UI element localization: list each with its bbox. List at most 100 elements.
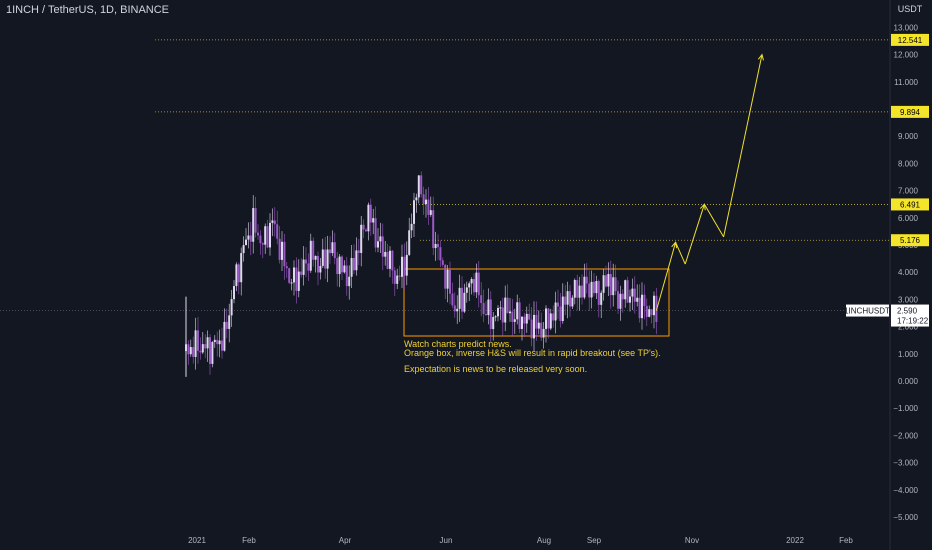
- price-tick: 12.000: [894, 51, 919, 60]
- candle-body: [578, 285, 581, 298]
- candle-body: [300, 271, 303, 275]
- candle-body: [636, 297, 639, 302]
- candle-body: [329, 249, 331, 254]
- target-level-value: 12.541: [898, 36, 923, 45]
- candle-body: [369, 204, 372, 223]
- candle-body: [357, 250, 360, 253]
- candle-body: [228, 315, 231, 329]
- candle-body: [528, 313, 531, 320]
- candle-body: [271, 220, 274, 223]
- candle-body: [537, 322, 540, 329]
- candle-body: [489, 299, 492, 330]
- candle-body: [629, 296, 631, 303]
- candle-body: [355, 250, 358, 271]
- candle-body: [396, 275, 399, 284]
- candle-body: [621, 293, 624, 300]
- candle-body: [367, 204, 370, 232]
- candle-body: [475, 272, 478, 293]
- candle-body: [281, 241, 283, 260]
- candle-body: [197, 330, 199, 351]
- time-tick: Feb: [242, 536, 256, 545]
- candle-body: [218, 340, 221, 345]
- candle-body: [633, 288, 636, 302]
- time-tick: Aug: [537, 536, 551, 545]
- candle-body: [511, 311, 514, 322]
- target-level-tag: [891, 234, 929, 247]
- candle-body: [221, 340, 223, 351]
- target-level-value: 6.491: [900, 200, 921, 209]
- candle-body: [377, 241, 379, 248]
- candle-body: [540, 322, 543, 338]
- annotation-line-2: Orange box, inverse H&S will result in r…: [404, 348, 661, 358]
- projection-arrowhead: [757, 53, 764, 61]
- candle-body: [386, 251, 389, 269]
- candle-body: [449, 269, 451, 294]
- price-tick: −1.000: [893, 404, 918, 413]
- time-tick: Feb: [839, 536, 853, 545]
- candle-body: [434, 243, 437, 249]
- candle-body: [398, 275, 401, 277]
- candle-body: [648, 309, 651, 317]
- candle-body: [249, 235, 252, 242]
- symbol-label: 1INCHUSDT: [844, 307, 890, 316]
- time-tick: 2021: [188, 536, 206, 545]
- candle-body: [223, 321, 226, 351]
- target-level-value: 5.176: [900, 236, 921, 245]
- candle-body: [415, 197, 418, 201]
- candle-body: [600, 292, 603, 305]
- candle-body: [314, 255, 317, 260]
- target-level-tag: [891, 198, 929, 211]
- time-tick: Jun: [440, 536, 453, 545]
- price-tick: −4.000: [893, 486, 918, 495]
- candle-body: [341, 256, 343, 273]
- candle-body: [612, 277, 615, 296]
- candle-body: [372, 218, 375, 223]
- candle-body: [312, 240, 315, 260]
- candle-body: [554, 302, 557, 321]
- candle-body: [549, 313, 552, 329]
- candle-body: [199, 350, 202, 353]
- candle-body: [408, 230, 411, 255]
- annotation-line-1: Watch charts predict news.: [404, 339, 512, 349]
- candle-body: [557, 302, 559, 307]
- candle-body: [571, 297, 574, 307]
- candle-body: [461, 287, 463, 312]
- candle-body: [403, 256, 406, 276]
- candle-body: [482, 303, 485, 315]
- candle-body: [473, 279, 475, 293]
- candle-body: [216, 339, 219, 345]
- projection-line: [655, 242, 677, 311]
- candle-body: [374, 218, 377, 248]
- candle-body: [254, 208, 257, 233]
- candle-body: [595, 281, 598, 294]
- candle-body: [319, 265, 322, 273]
- price-tick: −5.000: [893, 513, 918, 522]
- candle-body: [509, 311, 511, 314]
- candle-body: [513, 319, 516, 322]
- price-tick: 11.000: [894, 78, 918, 87]
- candle-body: [293, 267, 295, 283]
- candle-body: [545, 308, 547, 329]
- candle-body: [365, 229, 367, 232]
- candle-body: [276, 224, 279, 239]
- candle-body: [422, 194, 425, 205]
- candle-body: [602, 275, 605, 293]
- price-tick: 13.000: [894, 23, 919, 32]
- candle-body: [266, 226, 269, 248]
- time-tick: Nov: [685, 536, 699, 545]
- candle-body: [350, 257, 353, 277]
- candle-body: [480, 295, 483, 304]
- candle-body: [465, 287, 468, 293]
- candle-body: [521, 316, 523, 329]
- candle-body: [381, 236, 384, 257]
- time-tick: Apr: [339, 536, 352, 545]
- candle-body: [425, 199, 427, 205]
- candle-body: [576, 279, 579, 298]
- candle-body: [446, 269, 449, 289]
- candle-body: [499, 307, 502, 309]
- candle-body: [501, 307, 504, 323]
- candle-body: [525, 313, 528, 324]
- candle-body: [590, 281, 593, 298]
- candle-body: [643, 294, 646, 306]
